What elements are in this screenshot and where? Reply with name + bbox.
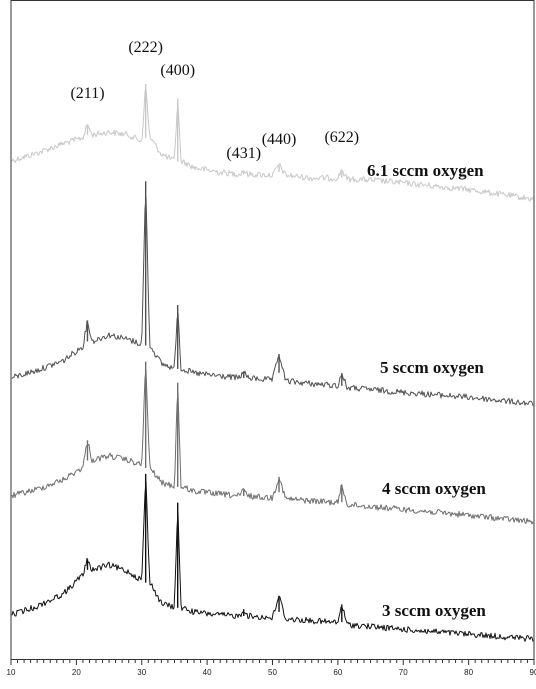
peak-label: (431) (226, 145, 261, 162)
peak-label: (211) (70, 85, 104, 102)
series-line (11, 196, 534, 406)
x-tick-label: 30 (137, 668, 146, 677)
series-label: 3 sccm oxygen (382, 601, 486, 620)
peak-label: (222) (128, 39, 163, 56)
x-tick-label: 70 (399, 668, 408, 677)
peak-labels: (211) (222) (400) (431)(440) (622) (70, 39, 359, 162)
series-label: 6.1 sccm oxygen (367, 161, 484, 180)
x-tick-label: 40 (203, 668, 212, 677)
plot-frame (10, 0, 535, 660)
x-axis: 10 20 30 40 50 60 70 80 90 (7, 660, 536, 677)
peak-label: (622) (324, 129, 359, 146)
x-tick-label: 10 (7, 668, 16, 677)
series-label: 4 sccm oxygen (382, 479, 486, 498)
x-tick-label: 20 (72, 668, 81, 677)
x-tick-label: 80 (464, 668, 473, 677)
series-line (11, 88, 534, 202)
series-line (11, 481, 534, 642)
x-tick-label: 60 (333, 668, 342, 677)
x-tick-label: 90 (530, 668, 536, 677)
series-line (11, 369, 534, 525)
series-label: 5 sccm oxygen (380, 358, 484, 377)
x-tick-label: 50 (268, 668, 277, 677)
peak-label: (400) (160, 62, 195, 79)
traces (11, 84, 534, 642)
series-labels: 6.1 sccm oxygen 5 sccm oxygen 4 sccm oxyge… (367, 161, 486, 620)
peak-label: (440) (262, 131, 297, 148)
